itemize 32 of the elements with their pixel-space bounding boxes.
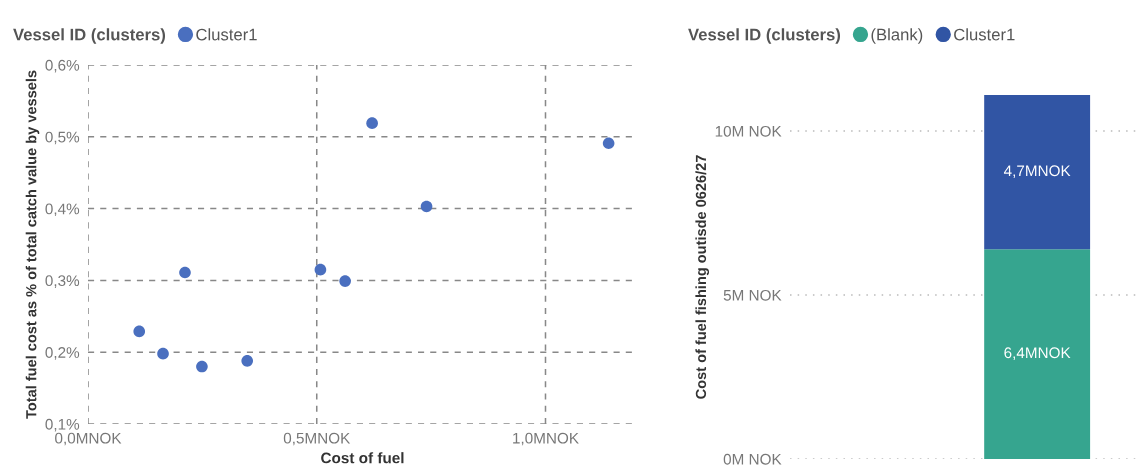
y-tick-label: 0,6% (45, 59, 80, 73)
y-tick-label: 10M NOK (715, 125, 782, 137)
point (157, 347, 169, 360)
point (314, 263, 327, 276)
y-tick-label: 0M NOK (723, 453, 782, 465)
point (602, 137, 615, 150)
x-tick-label: 0,5MNOK (283, 432, 351, 446)
x-tick-label: 0,0MNOK (55, 432, 122, 446)
y-axis-title: Cost of fuel fishing outisde 0626/27 (695, 155, 710, 399)
data-label: 4,7MNOK (1003, 165, 1071, 178)
point (420, 200, 433, 213)
y-axis-title: Total fuel cost as % of total catch value by vessels (25, 70, 40, 419)
y-tick-label: 0,5% (45, 131, 80, 145)
legend-title: Vessel ID (clusters) (13, 28, 166, 44)
y-tick-label: 0,1% (45, 418, 80, 432)
x-axis-title: Cost of fuel (321, 452, 404, 464)
legend-title: Vessel ID (clusters) (688, 28, 841, 44)
point (339, 275, 351, 287)
legend-label: Cluster1 (954, 28, 1015, 41)
data-label: 6,4MNOK (1004, 347, 1071, 360)
y-tick-label: 5M NOK (723, 289, 782, 301)
y-tick-label: 0,2% (45, 347, 80, 360)
point (133, 325, 146, 338)
y-tick-label: 0,3% (45, 275, 80, 288)
legend-label: (Blank) (871, 28, 923, 44)
y-tick-label: 0,4% (45, 203, 80, 217)
point (179, 266, 191, 279)
point (196, 360, 208, 373)
legend-label: Cluster1 (196, 28, 257, 41)
point (366, 117, 378, 129)
point (241, 355, 254, 367)
x-tick-label: 1,0MNOK (513, 432, 579, 446)
